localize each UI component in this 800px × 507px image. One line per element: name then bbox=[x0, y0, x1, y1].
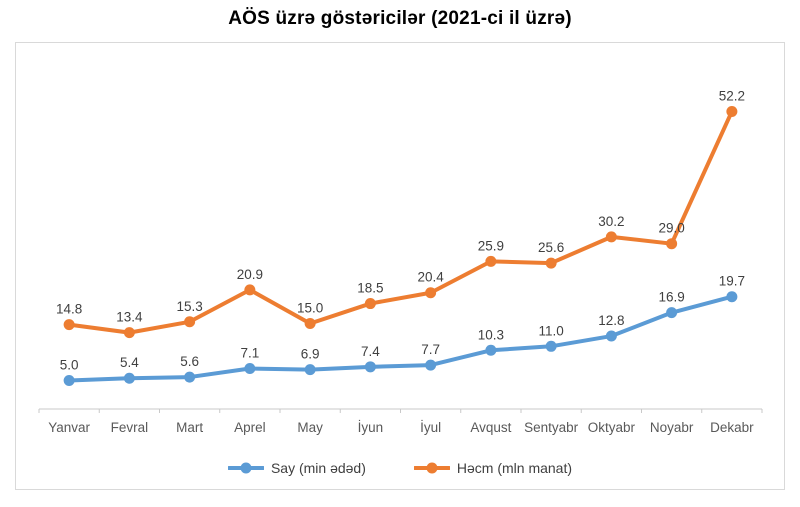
data-label: 29.0 bbox=[658, 221, 684, 236]
data-label: 7.4 bbox=[361, 344, 380, 359]
data-label: 16.9 bbox=[658, 290, 684, 305]
series-marker bbox=[304, 318, 316, 329]
chart-title: AÖS üzrə göstəricilər (2021-ci il üzrə) bbox=[228, 8, 572, 29]
series-marker bbox=[485, 255, 497, 267]
series-marker bbox=[726, 291, 738, 303]
category-label: İyul bbox=[420, 420, 441, 435]
series-marker bbox=[184, 371, 196, 383]
series-line-1 bbox=[67, 109, 734, 335]
category-label: May bbox=[297, 420, 323, 435]
data-label: 20.9 bbox=[237, 267, 263, 282]
data-label: 7.1 bbox=[240, 346, 259, 361]
data-label: 11.0 bbox=[538, 323, 563, 338]
series-marker bbox=[605, 231, 617, 243]
series-marker bbox=[545, 257, 557, 269]
data-label: 15.3 bbox=[176, 299, 202, 314]
data-label: 5.0 bbox=[60, 358, 79, 373]
data-label: 12.8 bbox=[598, 313, 624, 328]
category-label: Noyabr bbox=[650, 420, 694, 435]
series-marker bbox=[545, 340, 557, 352]
series-marker bbox=[244, 363, 256, 375]
legend-label-say: Say (min ədəd) bbox=[270, 460, 366, 476]
series-marker bbox=[666, 238, 678, 250]
data-label: 20.4 bbox=[417, 270, 444, 285]
series-line-0 bbox=[67, 294, 734, 383]
series-marker bbox=[425, 359, 437, 371]
legend-line-marker-icon bbox=[413, 462, 450, 474]
series-marker bbox=[123, 372, 135, 384]
category-label: Sentyabr bbox=[524, 420, 579, 435]
category-label: İyun bbox=[358, 420, 384, 435]
series-marker bbox=[63, 375, 75, 386]
data-label: 25.6 bbox=[538, 240, 564, 255]
series-marker bbox=[364, 298, 376, 310]
data-label: 7.7 bbox=[421, 342, 440, 357]
legend-item-hecm: Həcm (mln manat) bbox=[413, 460, 573, 476]
category-label: Aprel bbox=[234, 420, 266, 435]
legend-label-hecm: Həcm (mln manat) bbox=[456, 460, 573, 476]
series-marker bbox=[605, 330, 617, 342]
category-label: Oktyabr bbox=[588, 420, 636, 435]
data-label: 5.4 bbox=[120, 355, 139, 370]
plot-area: Yanvar Fevral Mart Aprel May İyun İyul Avqust Se… bbox=[38, 88, 763, 435]
category-label: Yanvar bbox=[48, 420, 90, 435]
category-label: Dekabr bbox=[710, 420, 754, 435]
data-label: 18.5 bbox=[357, 281, 383, 296]
data-label: 15.0 bbox=[297, 301, 323, 316]
series-marker bbox=[666, 307, 678, 319]
series-marker bbox=[485, 344, 497, 356]
data-label: 10.3 bbox=[478, 327, 504, 342]
series-marker bbox=[726, 105, 738, 117]
series-marker bbox=[425, 287, 437, 299]
data-label: 6.9 bbox=[301, 347, 320, 362]
category-label: Mart bbox=[176, 420, 203, 435]
data-label: 14.8 bbox=[56, 302, 82, 317]
series-marker bbox=[304, 364, 316, 376]
plot-frame: Yanvar Fevral Mart Aprel May İyun İyul Avqust Se… bbox=[15, 42, 785, 490]
legend-line-marker-icon bbox=[227, 462, 264, 474]
series-marker bbox=[184, 316, 196, 328]
data-label: 30.2 bbox=[598, 214, 624, 229]
legend-item-say: Say (min ədəd) bbox=[227, 460, 366, 476]
legend: Say (min ədəd) Həcm (mln manat) bbox=[16, 460, 784, 476]
category-label: Avqust bbox=[470, 420, 511, 435]
data-label: 25.9 bbox=[478, 238, 504, 253]
series-marker bbox=[63, 319, 75, 331]
category-label: Fevral bbox=[111, 420, 149, 435]
series-marker bbox=[364, 361, 376, 373]
series-marker bbox=[244, 284, 256, 296]
series-marker bbox=[123, 327, 135, 339]
data-label: 5.6 bbox=[180, 354, 199, 369]
data-label: 52.2 bbox=[719, 88, 745, 103]
data-label: 19.7 bbox=[719, 274, 745, 289]
data-label: 13.4 bbox=[116, 310, 143, 325]
